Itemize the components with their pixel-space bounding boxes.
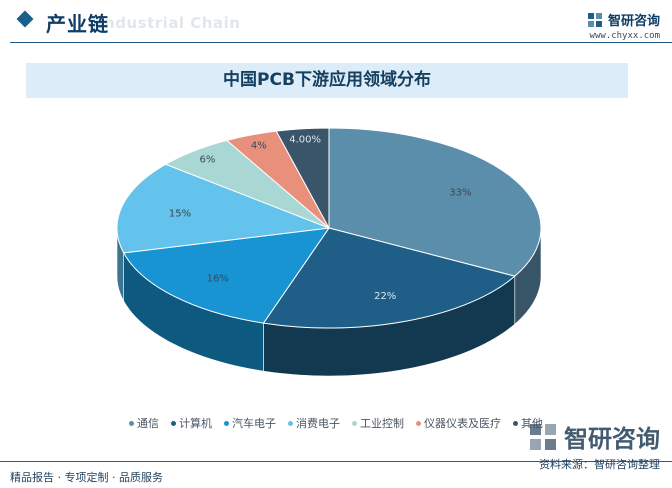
legend-item-5: 仪器仪表及医疗 [416, 415, 501, 431]
pie-label-2: 16% [207, 273, 229, 284]
legend-label: 计算机 [179, 417, 212, 430]
pie-label-5: 4% [251, 140, 267, 151]
page-header: Industrial Chain 产业链 智研咨询 www.chyxx.com [0, 0, 672, 46]
source-note: 资料来源：智研咨询整理 [539, 458, 660, 471]
legend-label: 通信 [137, 417, 159, 430]
pie-label-1: 22% [374, 291, 396, 302]
pie-label-3: 15% [169, 208, 191, 219]
legend-swatch [171, 420, 176, 426]
header-title-en: Industrial Chain [98, 14, 241, 32]
legend-item-1: 计算机 [171, 415, 212, 431]
footer-tagline: 精品报告 · 专项定制 · 品质服务 [10, 471, 163, 484]
legend-item-2: 汽车电子 [224, 415, 276, 431]
watermark-text: 智研咨询 [564, 425, 660, 453]
pie-slice-1 [262, 227, 516, 329]
header-divider [10, 42, 672, 43]
legend-swatch [416, 420, 421, 426]
pie-label-6: 4.00% [289, 135, 321, 146]
legend-swatch [352, 420, 357, 426]
legend-label: 消费电子 [296, 417, 340, 430]
chart-title: 中国PCB下游应用领域分布 [223, 70, 431, 90]
legend-swatch [288, 420, 293, 426]
pie-label-4: 6% [199, 155, 215, 166]
pie-side-walls [116, 227, 542, 377]
legend-swatch [129, 420, 134, 426]
watermark: 智研咨询 [528, 419, 660, 454]
pie-slice-6 [275, 127, 330, 229]
legend-label: 仪器仪表及医疗 [424, 417, 501, 430]
brand-url: www.chyxx.com [589, 31, 660, 41]
zhiyan-logo-icon [587, 12, 602, 27]
pie-slice-0 [328, 127, 542, 277]
header-title: 产业链 [46, 12, 109, 36]
pie-chart: 33% 22% 16% 15% 6% 4% 4.00% [116, 127, 542, 377]
legend-swatch [513, 420, 518, 426]
chart-legend: 通信计算机汽车电子消费电子工业控制仪器仪表及医疗其他 [0, 415, 672, 431]
legend-item-4: 工业控制 [352, 415, 404, 431]
legend-label: 工业控制 [360, 417, 404, 430]
pie-slice-2 [122, 227, 331, 324]
pie-label-0: 33% [449, 187, 471, 198]
pie-slice-3 [116, 163, 330, 254]
chart-title-band: 中国PCB下游应用领域分布 [26, 63, 628, 98]
brand-name: 智研咨询 [607, 14, 660, 29]
zhiyan-watermark-icon [530, 423, 556, 450]
legend-label: 汽车电子 [232, 417, 276, 430]
legend-item-3: 消费电子 [288, 415, 340, 431]
legend-item-0: 通信 [129, 415, 159, 431]
legend-swatch [224, 420, 229, 426]
footer-divider [0, 461, 672, 462]
brand-block: 智研咨询 www.chyxx.com [587, 10, 660, 41]
